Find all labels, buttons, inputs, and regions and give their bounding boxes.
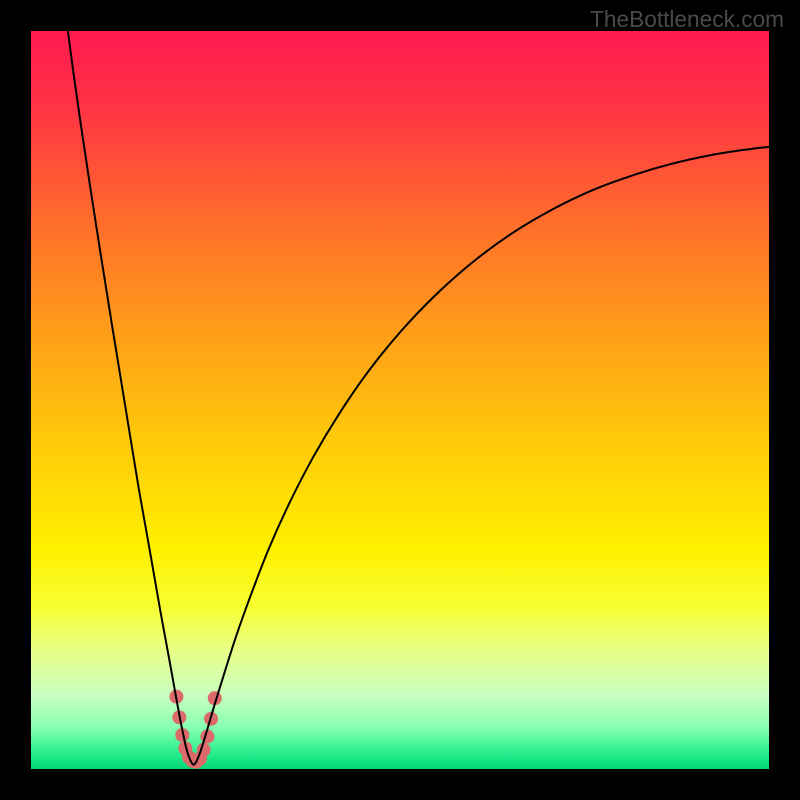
figure-frame: TheBottleneck.com	[0, 0, 800, 800]
bottleneck-curve	[68, 31, 769, 765]
chart-overlay-svg	[31, 31, 769, 769]
plot-area	[31, 31, 769, 769]
source-watermark: TheBottleneck.com	[590, 6, 784, 33]
